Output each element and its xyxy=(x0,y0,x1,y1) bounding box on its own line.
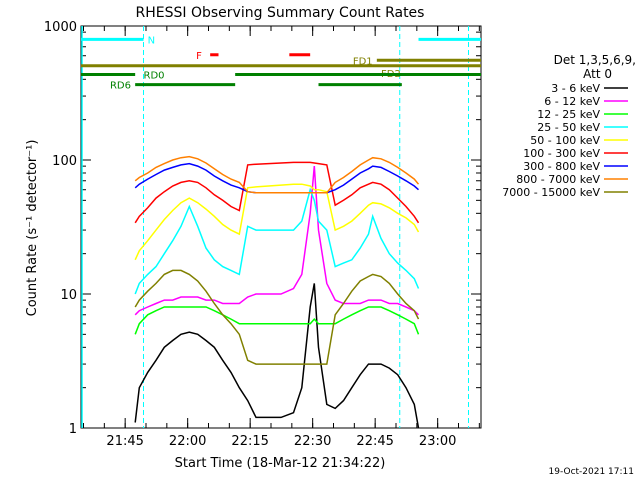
series-line xyxy=(134,166,420,316)
y-tick-label: 100 xyxy=(52,154,77,169)
legend-label: 50 - 100 keV xyxy=(530,134,600,147)
x-tick-label: 22:30 xyxy=(294,434,331,449)
y-tick-label: 1000 xyxy=(44,20,77,35)
flag-label-f: F xyxy=(196,51,202,62)
x-tick-label: 21:45 xyxy=(106,434,143,449)
plot-frame xyxy=(80,25,482,429)
series-line xyxy=(134,187,420,295)
x-tick-label: 22:15 xyxy=(231,434,268,449)
series-line xyxy=(134,269,420,365)
x-tick-label: 23:00 xyxy=(419,434,456,449)
series-line xyxy=(134,155,420,194)
flag-label-rd0: RD0 xyxy=(144,70,165,81)
x-tick-label: 22:45 xyxy=(356,434,393,449)
y-tick-label: 10 xyxy=(60,288,77,303)
timestamp: 19-Oct-2021 17:11 xyxy=(549,467,634,477)
legend-label: 25 - 50 keV xyxy=(537,121,600,134)
legend-label: 100 - 300 keV xyxy=(523,147,600,160)
x-axis-label: Start Time (18-Mar-12 21:34:22) xyxy=(175,456,386,471)
flag-label-fd1: FD1 xyxy=(353,56,373,67)
legend-label: 800 - 7000 keV xyxy=(516,173,600,186)
series-line xyxy=(134,306,420,335)
x-tick-label: 22:00 xyxy=(169,434,206,449)
legend-label: 3 - 6 keV xyxy=(551,82,600,95)
series-line xyxy=(134,161,420,224)
flag-label-rd6: RD6 xyxy=(110,81,131,92)
flag-label-n: N xyxy=(148,35,155,46)
series-line xyxy=(134,283,420,428)
series-line xyxy=(134,183,420,261)
plot-area: NFFD1FD2RD0RD6 xyxy=(81,26,481,428)
legend-label: 7000 - 15000 keV xyxy=(502,186,600,199)
y-axis-label: Count Rate (s⁻¹ detector⁻¹) xyxy=(25,140,40,317)
y-tick-label: 1 xyxy=(69,422,77,437)
legend-header-line-1: Det 1,3,5,6,9, xyxy=(554,53,636,67)
legend-label: 6 - 12 keV xyxy=(544,95,600,108)
legend-label: 300 - 800 keV xyxy=(523,160,600,173)
legend-label: 12 - 25 keV xyxy=(537,108,600,121)
legend-header-line-2: Att 0 xyxy=(583,67,612,81)
chart-title: RHESSI Observing Summary Count Rates xyxy=(136,5,425,21)
